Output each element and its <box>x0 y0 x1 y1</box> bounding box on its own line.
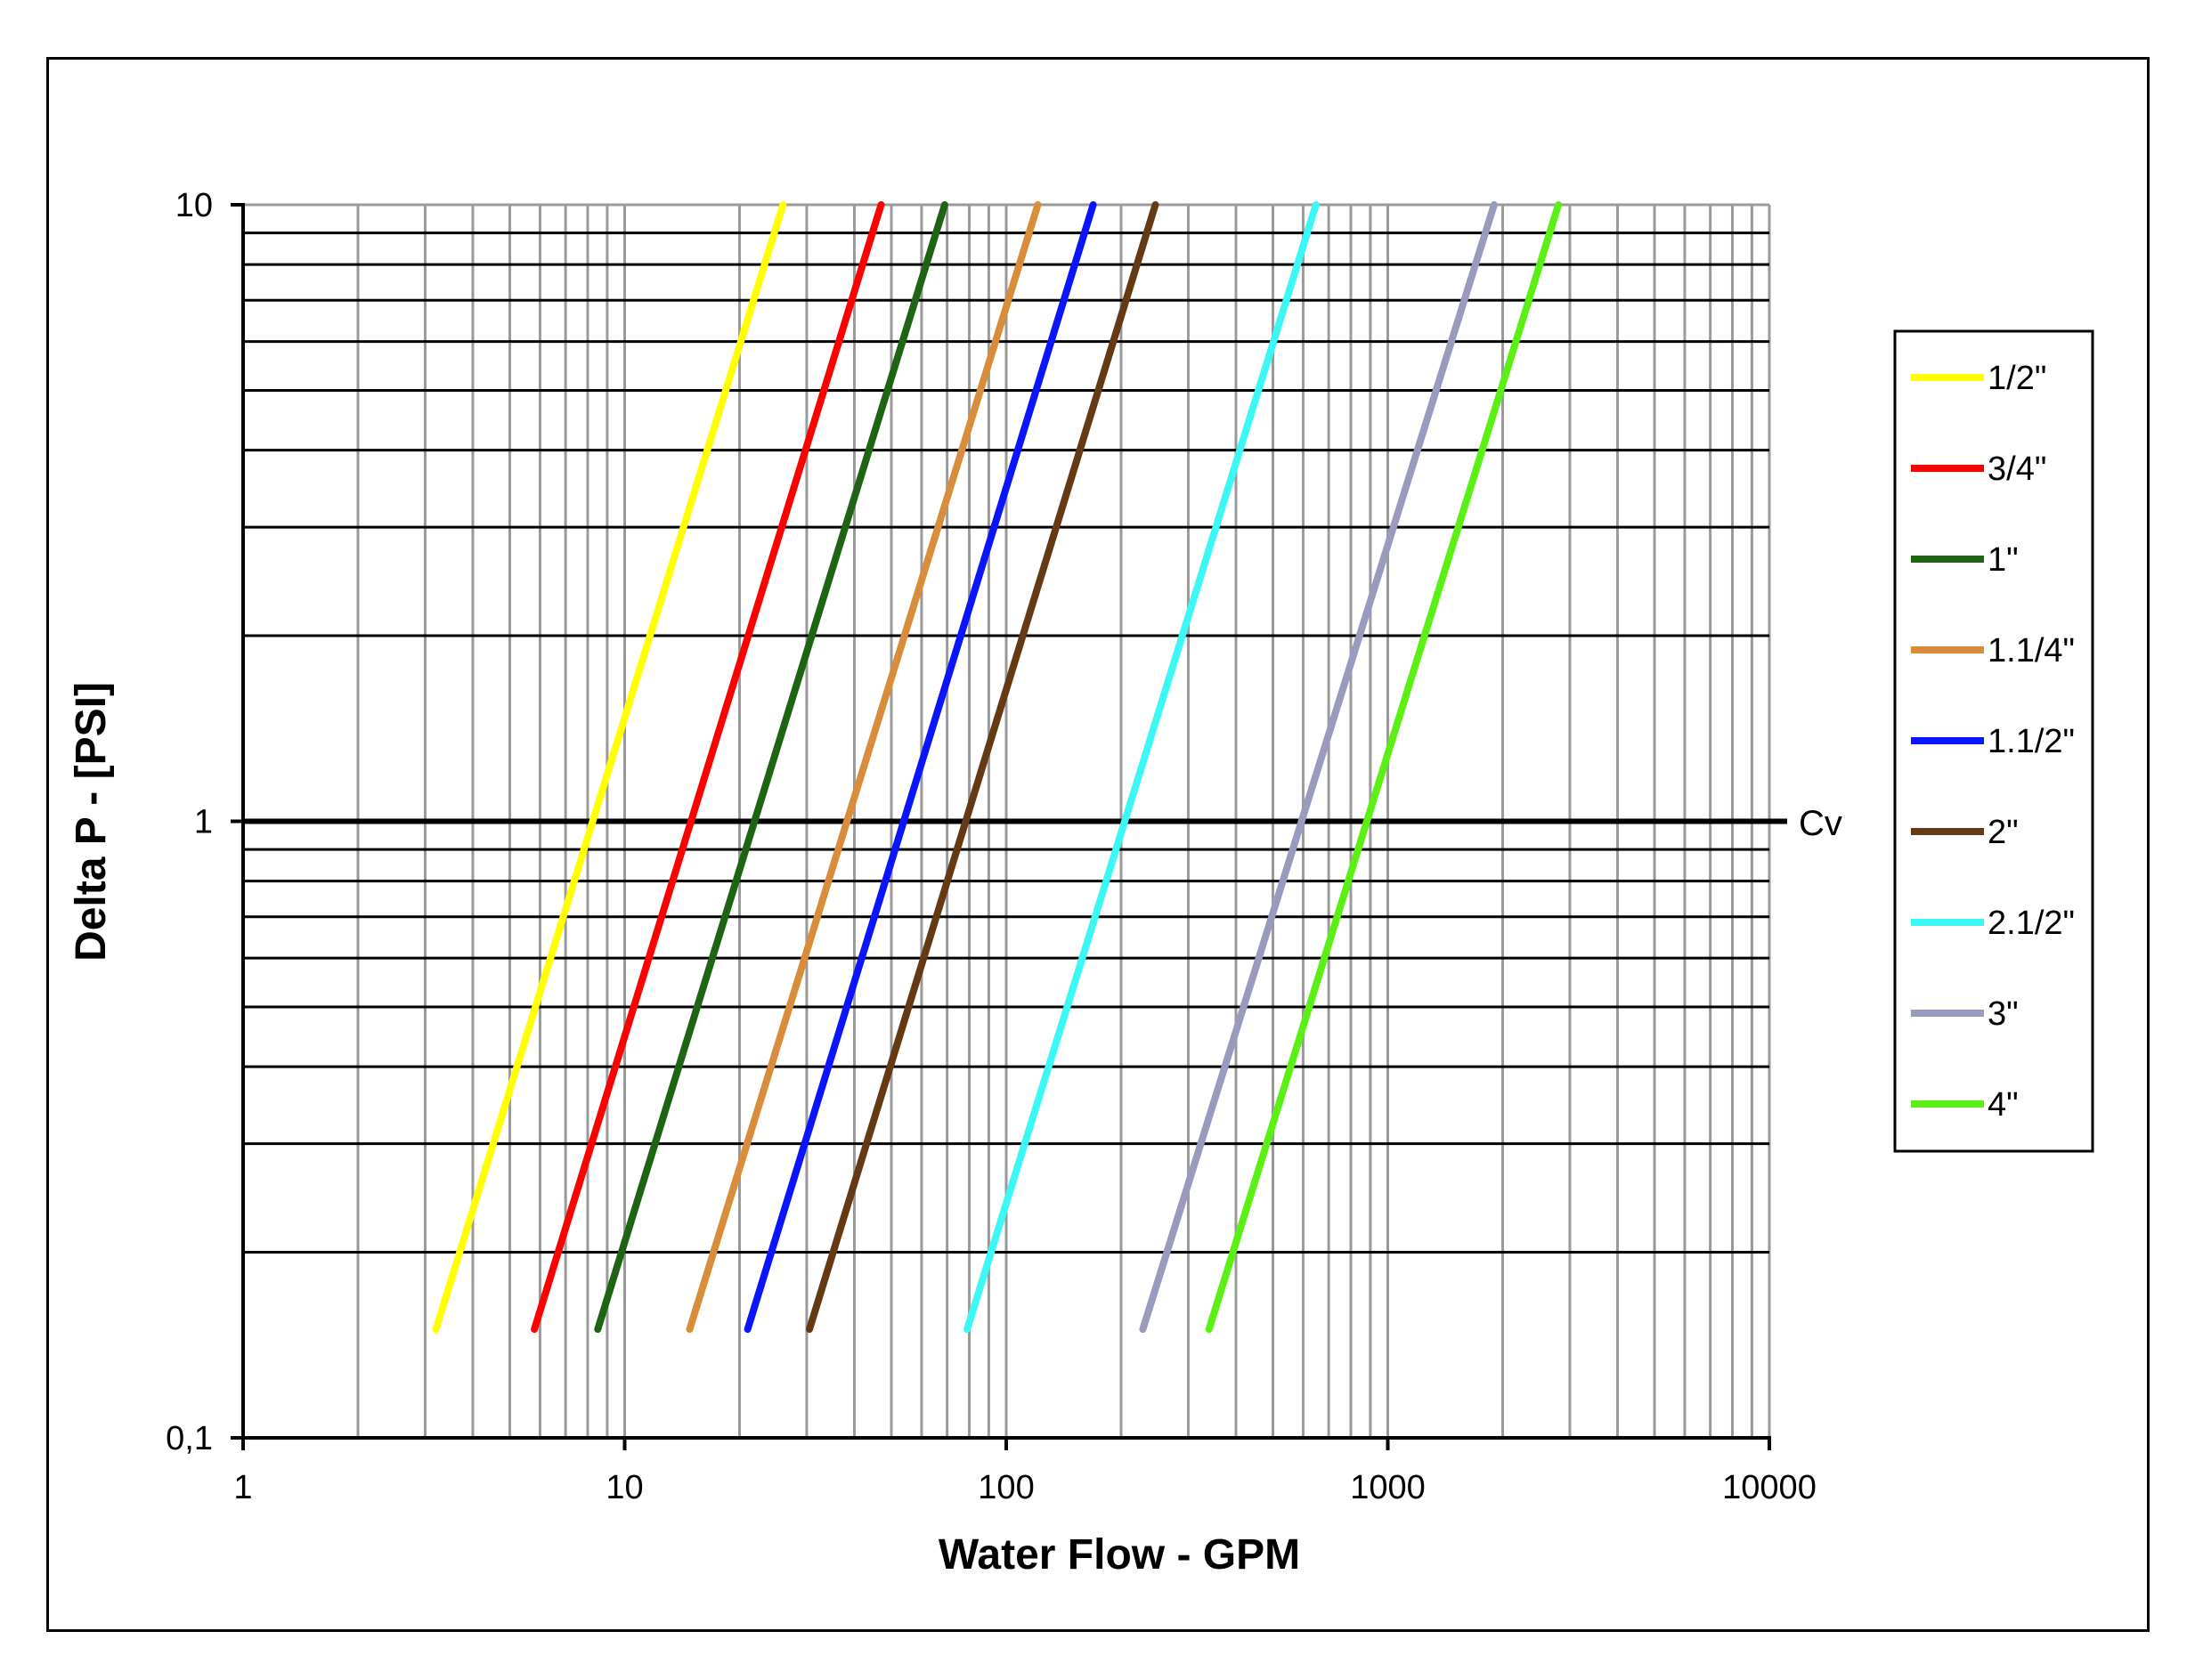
series-line <box>963 201 1320 1334</box>
y-tick-label: 1 <box>194 804 213 841</box>
legend-label: 1" <box>1988 541 2019 579</box>
x-axis-title: Water Flow - GPM <box>939 1531 1300 1579</box>
legend-label: 1.1/4" <box>1988 632 2075 670</box>
legend-label: 3" <box>1988 995 2019 1033</box>
y-tick-label: 10 <box>175 187 213 224</box>
series-line <box>432 201 787 1334</box>
grid <box>243 203 1787 1438</box>
chart-frame <box>46 57 2150 1632</box>
series-line <box>806 201 1159 1334</box>
legend: 1/2" 3/4" 1" 1.1/4" 1.1/2" 2" 2.1/2" 3" 4" <box>1893 329 2094 1153</box>
series-line <box>1139 201 1498 1334</box>
tick-labels: 1 10 100 1000 10000 0,1 1 10 <box>166 187 1817 1506</box>
series-line <box>531 201 885 1334</box>
cv-reference-label: Cv <box>1799 804 1842 843</box>
legend-label: 1.1/2" <box>1988 723 2075 760</box>
series-lines <box>432 201 1563 1334</box>
legend-label: 2" <box>1988 814 2019 851</box>
legend-label: 2.1/2" <box>1988 905 2075 942</box>
x-tick-label: 1 <box>233 1469 252 1506</box>
series-line <box>744 201 1097 1334</box>
y-tick-label: 0,1 <box>166 1420 213 1457</box>
legend-label: 4" <box>1988 1086 2019 1124</box>
series-line <box>686 201 1042 1334</box>
x-tick-label: 10000 <box>1722 1469 1817 1506</box>
series-line <box>1205 201 1563 1334</box>
legend-label: 1/2" <box>1988 360 2046 397</box>
y-axis-title: Delta P - [PSI] <box>68 682 115 962</box>
x-tick-label: 1000 <box>1350 1469 1426 1506</box>
legend-label: 3/4" <box>1988 450 2046 488</box>
x-tick-label: 100 <box>978 1469 1034 1506</box>
x-tick-label: 10 <box>606 1469 643 1506</box>
series-line <box>594 201 948 1334</box>
